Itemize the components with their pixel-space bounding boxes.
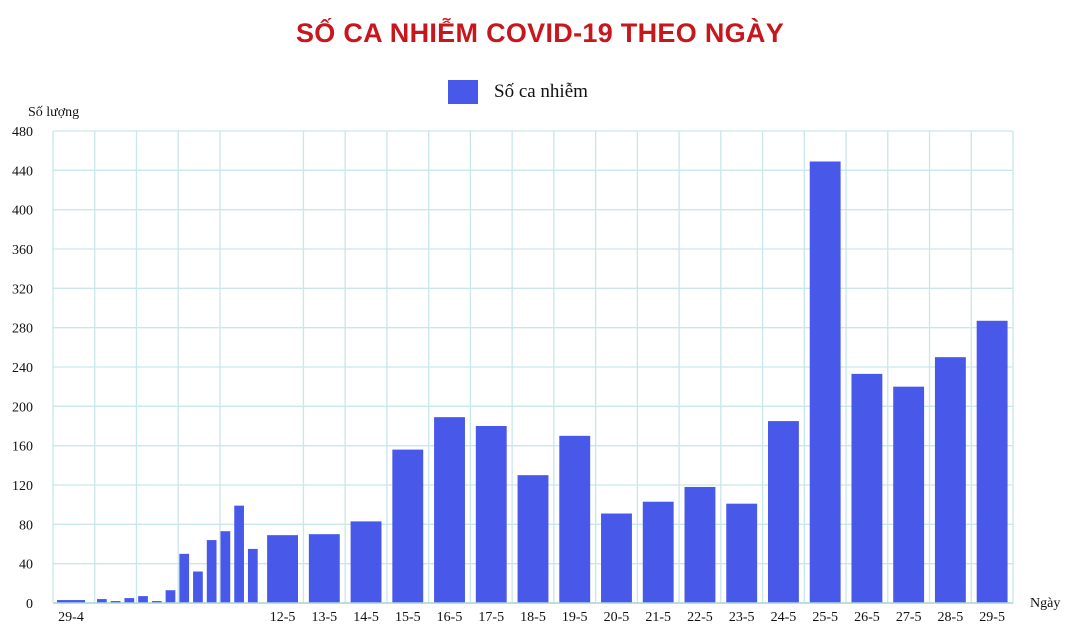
x-tick-label: 27-5 bbox=[896, 610, 922, 625]
y-tick-label: 320 bbox=[12, 282, 33, 297]
bar bbox=[206, 540, 217, 603]
bar bbox=[193, 571, 203, 603]
bar bbox=[475, 426, 507, 603]
x-tick-label: 13-5 bbox=[311, 610, 337, 625]
legend-label: Số ca nhiễm bbox=[494, 81, 588, 102]
bar bbox=[165, 590, 176, 603]
x-tick-label: 16-5 bbox=[437, 610, 463, 625]
x-tick-label: 26-5 bbox=[854, 610, 880, 625]
x-tick-label: 12-5 bbox=[270, 610, 296, 625]
y-tick-label: 240 bbox=[12, 361, 33, 376]
x-tick-label: 28-5 bbox=[938, 610, 964, 625]
x-tick-label: 21-5 bbox=[645, 610, 671, 625]
bar bbox=[220, 531, 231, 603]
bar bbox=[642, 501, 674, 603]
bar bbox=[893, 386, 925, 603]
bar bbox=[57, 600, 85, 603]
x-tick-label: 22-5 bbox=[687, 610, 713, 625]
x-tick-label: 14-5 bbox=[353, 610, 379, 625]
bar bbox=[110, 601, 121, 603]
x-tick-label: 20-5 bbox=[604, 610, 630, 625]
y-tick-label: 40 bbox=[19, 558, 33, 573]
y-tick-label: 120 bbox=[12, 479, 33, 494]
bar bbox=[851, 373, 883, 603]
x-tick-label: 25-5 bbox=[812, 610, 838, 625]
bar bbox=[97, 599, 107, 603]
bar bbox=[976, 320, 1008, 603]
bar bbox=[124, 598, 135, 603]
bar bbox=[684, 486, 716, 603]
bar bbox=[767, 421, 799, 603]
x-axis-title: Ngày bbox=[1030, 596, 1060, 611]
y-tick-label: 0 bbox=[26, 597, 33, 612]
y-tick-label: 160 bbox=[12, 440, 33, 455]
x-tick-label: 18-5 bbox=[520, 610, 546, 625]
bar bbox=[726, 503, 758, 603]
bar bbox=[809, 161, 841, 603]
x-tick-label: 29-5 bbox=[979, 610, 1005, 625]
x-tick-label: 23-5 bbox=[729, 610, 755, 625]
x-tick-label: 19-5 bbox=[562, 610, 588, 625]
bar bbox=[151, 601, 162, 603]
y-tick-label: 200 bbox=[12, 400, 33, 415]
bar bbox=[434, 417, 465, 603]
y-axis-title: Số lượng bbox=[28, 105, 79, 120]
x-tick-label: 15-5 bbox=[395, 610, 421, 625]
bar bbox=[601, 513, 632, 603]
bar bbox=[138, 596, 148, 603]
x-tick-label: 29-4 bbox=[58, 610, 84, 625]
x-tick-label: 24-5 bbox=[771, 610, 797, 625]
y-tick-label: 280 bbox=[12, 322, 33, 337]
bar bbox=[267, 535, 299, 603]
legend-swatch bbox=[448, 80, 478, 104]
bar bbox=[392, 449, 424, 603]
bar bbox=[559, 435, 591, 603]
chart-title: SỐ CA NHIỄM COVID-19 THEO NGÀY bbox=[295, 18, 785, 48]
y-tick-label: 480 bbox=[12, 125, 33, 140]
bar bbox=[247, 548, 258, 603]
bar bbox=[308, 534, 340, 603]
bar bbox=[350, 521, 382, 603]
bar bbox=[179, 553, 190, 603]
bar bbox=[517, 475, 549, 603]
y-tick-label: 440 bbox=[12, 164, 33, 179]
y-tick-label: 360 bbox=[12, 243, 33, 258]
y-tick-label: 400 bbox=[12, 204, 33, 219]
y-tick-label: 80 bbox=[19, 518, 33, 533]
legend: Số ca nhiễm bbox=[448, 80, 588, 104]
bar bbox=[234, 505, 244, 603]
x-tick-label: 17-5 bbox=[478, 610, 504, 625]
bar bbox=[934, 357, 966, 603]
